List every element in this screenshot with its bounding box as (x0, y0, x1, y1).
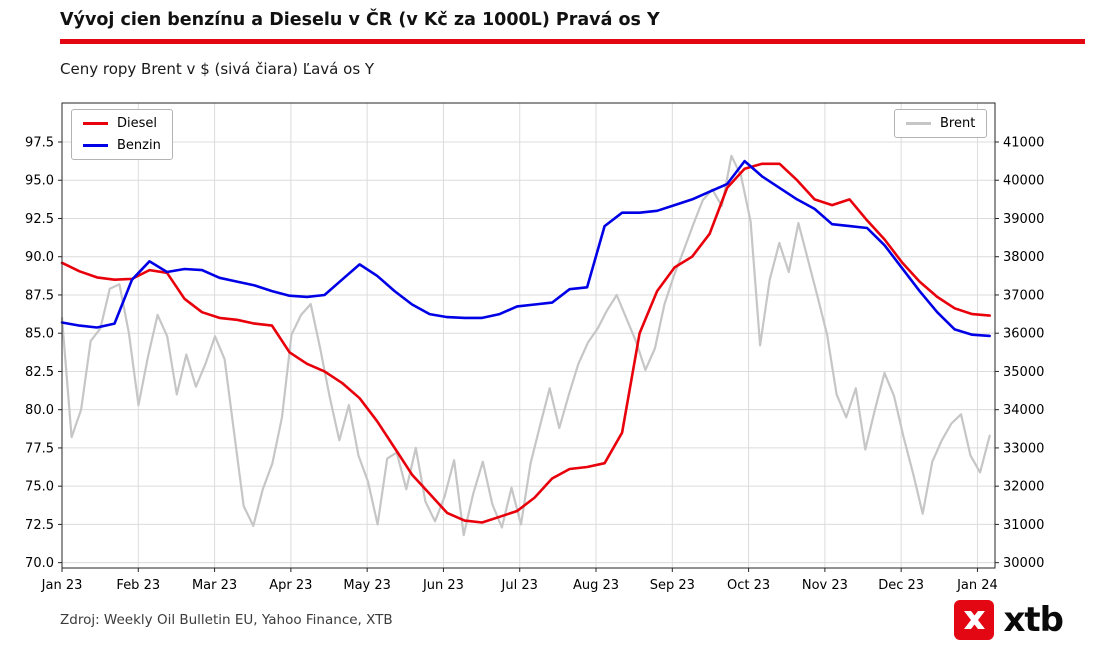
plot-border (61, 102, 996, 569)
page-title: Vývoj cien benzínu a Dieselu v ČR (v Kč … (60, 10, 660, 30)
left-tick-label: 82.5 (25, 365, 54, 380)
series-benzin (60, 159, 992, 338)
page-subtitle: Ceny ropy Brent v $ (sivá čiara) Ľavá os… (60, 60, 375, 78)
header: Vývoj cien benzínu a Dieselu v ČR (v Kč … (0, 0, 1099, 78)
right-tick-label: 32000 (1003, 480, 1044, 495)
right-tick-label: 40000 (1003, 174, 1044, 189)
xtb-logo: xtb (954, 600, 1064, 640)
xtb-logo-icon (954, 600, 995, 640)
x-tick-label: May 23 (343, 578, 391, 593)
right-tick-label: 39000 (1003, 212, 1044, 227)
legend-item-brent: Brent (906, 116, 975, 131)
left-tick-label: 90.0 (25, 250, 54, 265)
series-diesel (60, 162, 992, 524)
right-tick-label: 33000 (1003, 441, 1044, 456)
left-tick-label: 75.0 (25, 480, 54, 495)
x-tick-label: Jan 23 (41, 578, 83, 593)
series-brent (60, 154, 991, 537)
x-tick-label: Sep 23 (650, 578, 695, 593)
legend-label-benzin: Benzin (117, 138, 161, 153)
left-tick-label: 70.0 (25, 556, 54, 571)
legend-fuel: Diesel Benzin (71, 109, 173, 160)
chart-area: 70.0 30000 72.5 31000 75.0 32000 77.5 33000 80.0… (0, 86, 1099, 598)
legend-item-diesel: Diesel (83, 116, 161, 131)
x-tick-label: Jul 23 (501, 578, 538, 593)
left-tick-label: 85.0 (25, 327, 54, 342)
x-tick-label: Feb 23 (116, 578, 160, 593)
logo-x-stroke-2 (964, 611, 986, 629)
x-tick-label: Aug 23 (573, 578, 619, 593)
logo-text: xtb (1003, 600, 1064, 640)
right-tick-label: 34000 (1003, 403, 1044, 418)
benzin-line-sample (83, 144, 108, 147)
legend-item-benzin: Benzin (83, 138, 161, 153)
left-tick-label: 72.5 (25, 518, 54, 533)
left-tick-label: 77.5 (25, 441, 54, 456)
right-tick-label: 37000 (1003, 288, 1044, 303)
x-tick-label: Jun 23 (422, 578, 464, 593)
x-tick-label: Apr 23 (269, 578, 312, 593)
left-tick-label: 97.5 (25, 136, 54, 151)
x-tick-label: Oct 23 (727, 578, 770, 593)
right-tick-label: 38000 (1003, 250, 1044, 265)
x-tick-label: Jan 24 (956, 578, 998, 593)
diesel-line-sample (83, 122, 108, 125)
right-tick-label: 30000 (1003, 556, 1044, 571)
left-tick-label: 80.0 (25, 403, 54, 418)
right-tick-label: 41000 (1003, 136, 1044, 151)
left-tick-label: 92.5 (25, 212, 54, 227)
legend-label-brent: Brent (940, 116, 976, 131)
x-tick-label: Dec 23 (878, 578, 924, 593)
left-tick-label: 95.0 (25, 174, 54, 189)
right-tick-label: 31000 (1003, 518, 1044, 533)
source-note: Zdroj: Weekly Oil Bulletin EU, Yahoo Fin… (60, 612, 393, 628)
price-chart: 70.0 30000 72.5 31000 75.0 32000 77.5 33000 80.0… (25, 102, 1044, 593)
legend-label-diesel: Diesel (117, 116, 158, 131)
x-tick-label: Nov 23 (802, 578, 848, 593)
left-tick-label: 87.5 (25, 288, 54, 303)
footer: Zdroj: Weekly Oil Bulletin EU, Yahoo Fin… (0, 600, 1099, 640)
legend-brent: Brent (894, 109, 988, 138)
right-tick-label: 36000 (1003, 327, 1044, 342)
x-tick-label: Mar 23 (192, 578, 237, 593)
right-tick-label: 35000 (1003, 365, 1044, 380)
title-rule (60, 39, 1085, 44)
brent-line-sample (906, 122, 931, 125)
